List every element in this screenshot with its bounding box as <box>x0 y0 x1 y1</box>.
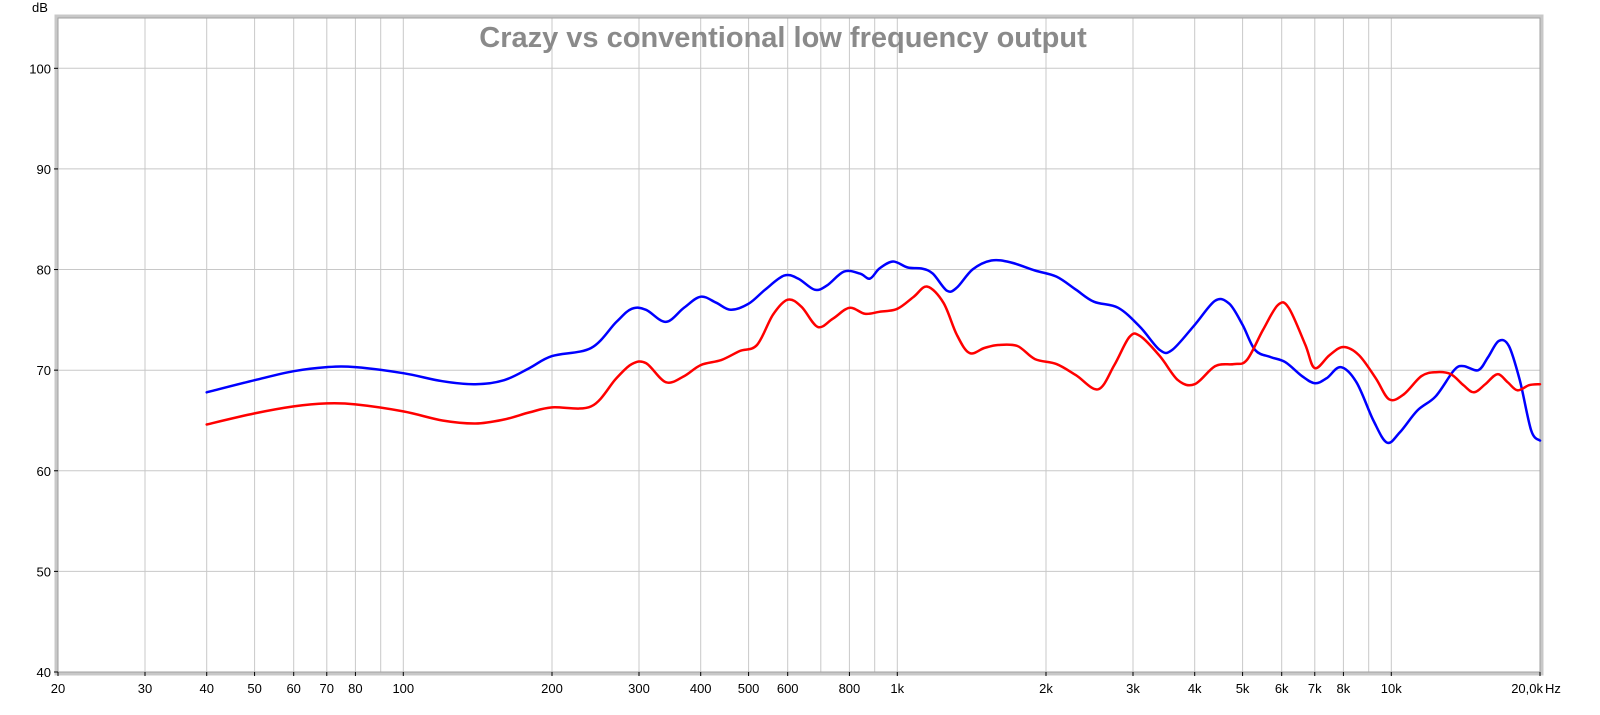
x-tick-label: 7k <box>1308 681 1322 696</box>
x-tick-label: 3k <box>1126 681 1140 696</box>
y-tick-label: 100 <box>29 61 51 76</box>
x-tick-label: 100 <box>392 681 414 696</box>
x-tick-label: 10k <box>1381 681 1402 696</box>
x-tick-label: 30 <box>138 681 152 696</box>
y-tick-label: 60 <box>37 464 51 479</box>
x-tick-label: 1k <box>890 681 904 696</box>
x-tick-label: 60 <box>286 681 300 696</box>
x-tick-label: 80 <box>348 681 362 696</box>
x-tick-label: 600 <box>777 681 799 696</box>
x-tick-label: 20,0k <box>1511 681 1543 696</box>
x-tick-label: 40 <box>199 681 213 696</box>
x-tick-label: 200 <box>541 681 563 696</box>
x-tick-label: 800 <box>839 681 861 696</box>
x-tick-label: 6k <box>1275 681 1289 696</box>
y-tick-label: 40 <box>37 665 51 680</box>
x-tick-label: 20 <box>51 681 65 696</box>
x-tick-label: 500 <box>738 681 760 696</box>
plot-frame <box>57 17 1541 673</box>
plot-frame-outer <box>54 14 1544 676</box>
y-axis-label: dB <box>32 0 48 15</box>
x-tick-label: 70 <box>320 681 334 696</box>
y-tick-label: 50 <box>37 564 51 579</box>
x-tick-label: 4k <box>1188 681 1202 696</box>
x-axis-unit: Hz <box>1545 681 1561 696</box>
y-tick-labels: 40 50 60 70 80 90 100 <box>29 61 58 680</box>
plot-background <box>58 18 1540 672</box>
y-tick-label: 80 <box>37 263 51 278</box>
x-tick-label: 2k <box>1039 681 1053 696</box>
y-tick-label: 90 <box>37 162 51 177</box>
series-line-2 <box>205 285 1542 426</box>
y-tick-label: 70 <box>37 363 51 378</box>
x-tick-label: 400 <box>690 681 712 696</box>
chart-title: Crazy vs conventional low frequency outp… <box>479 22 1087 54</box>
x-tick-label: 5k <box>1236 681 1250 696</box>
series-line-1 <box>205 258 1542 445</box>
series-layer <box>205 258 1542 445</box>
x-tick-label: 50 <box>247 681 261 696</box>
x-tick-label: 8k <box>1337 681 1351 696</box>
x-tick-labels: 20 30 40 50 60 70 80 100 200 300 400 500 600 800 1k 2k 3… <box>51 672 1543 696</box>
x-tick-label: 300 <box>628 681 650 696</box>
